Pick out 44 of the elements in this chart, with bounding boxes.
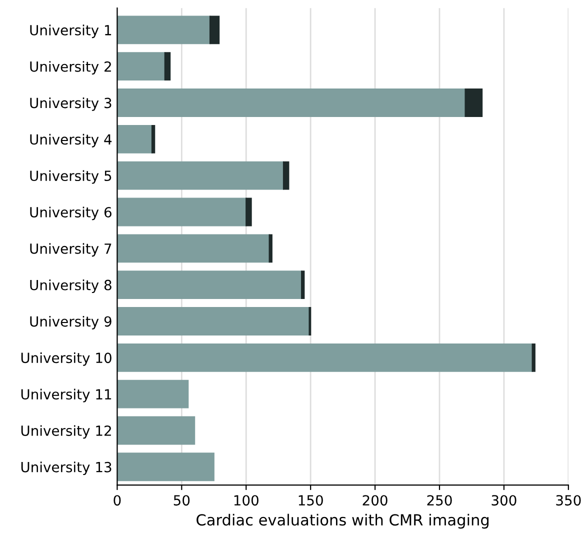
bar bbox=[117, 161, 284, 190]
x-axis-title: Cardiac evaluations with CMR imaging bbox=[196, 514, 489, 529]
bar bbox=[117, 16, 211, 44]
y-tick-label: University 9 bbox=[30, 316, 112, 330]
bar bbox=[117, 452, 214, 482]
y-tick-label: University 8 bbox=[30, 280, 112, 293]
y-tick-label: University 7 bbox=[30, 243, 112, 257]
y-tick-label: University 13 bbox=[21, 462, 112, 476]
bar bbox=[532, 343, 536, 372]
y-tick-label: University 5 bbox=[30, 170, 112, 184]
bar bbox=[117, 380, 189, 408]
y-tick-label: University 6 bbox=[30, 206, 112, 220]
y-tick-label: University 11 bbox=[21, 388, 112, 402]
x-tick-label: 100 bbox=[234, 495, 258, 506]
y-tick-label: University 2 bbox=[30, 61, 111, 75]
bar bbox=[117, 307, 310, 336]
y-tick-label: University 3 bbox=[30, 97, 112, 111]
bar bbox=[464, 88, 483, 117]
bar bbox=[117, 52, 166, 81]
bar bbox=[301, 270, 305, 300]
y-tick-label: University 10 bbox=[21, 352, 112, 366]
bar bbox=[164, 52, 171, 81]
bar bbox=[117, 198, 247, 226]
bar bbox=[117, 124, 153, 154]
x-tick-label: 150 bbox=[298, 495, 323, 506]
bar bbox=[209, 16, 220, 44]
x-tick-label: 250 bbox=[427, 495, 452, 506]
x-tick-label: 350 bbox=[556, 495, 581, 506]
y-tick-label: University 1 bbox=[30, 24, 112, 38]
x-tick-label: 50 bbox=[174, 495, 190, 506]
x-tick-label: 200 bbox=[362, 495, 388, 506]
bar bbox=[151, 124, 156, 154]
y-tick-label: University 4 bbox=[30, 134, 112, 148]
x-tick-label: 300 bbox=[492, 495, 516, 506]
bar bbox=[117, 234, 270, 263]
bar bbox=[117, 88, 466, 117]
bar bbox=[117, 343, 533, 372]
bar bbox=[282, 161, 290, 190]
bar bbox=[117, 416, 196, 445]
y-tick-label: University 12 bbox=[21, 425, 111, 439]
bar bbox=[246, 198, 252, 226]
bar bbox=[268, 234, 272, 263]
bar bbox=[117, 270, 302, 300]
x-tick-label: 0 bbox=[114, 495, 121, 506]
